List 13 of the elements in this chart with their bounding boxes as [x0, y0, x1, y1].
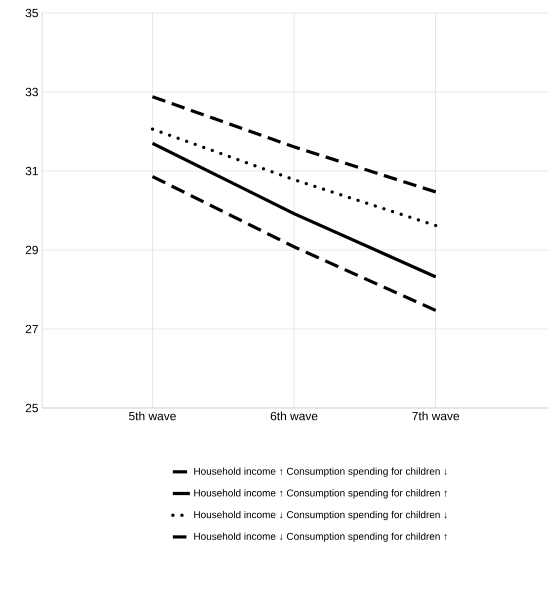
y-tick-label: 33	[26, 88, 38, 96]
y-tick-label: 25	[26, 404, 38, 412]
legend-label: Household income ↑ Consumption spending for children ↓	[194, 467, 447, 477]
y-tick-label: 27	[26, 324, 38, 334]
legend-label: Household income ↓ Consumption spending for children ↓	[194, 510, 447, 520]
y-tick-label: 29	[26, 246, 38, 254]
legend-label: Household income ↓ Consumption spending for children ↑	[194, 532, 447, 542]
x-tick-label: 7th wave	[412, 412, 459, 420]
x-tick-label: 5th wave	[128, 412, 176, 420]
y-tick-label: 35	[26, 8, 38, 18]
legend-label: Household income ↑ Consumption spending for children ↑	[194, 489, 447, 498]
y-tick-label: 31	[26, 166, 38, 176]
x-tick-label: 6th wave	[270, 412, 318, 420]
